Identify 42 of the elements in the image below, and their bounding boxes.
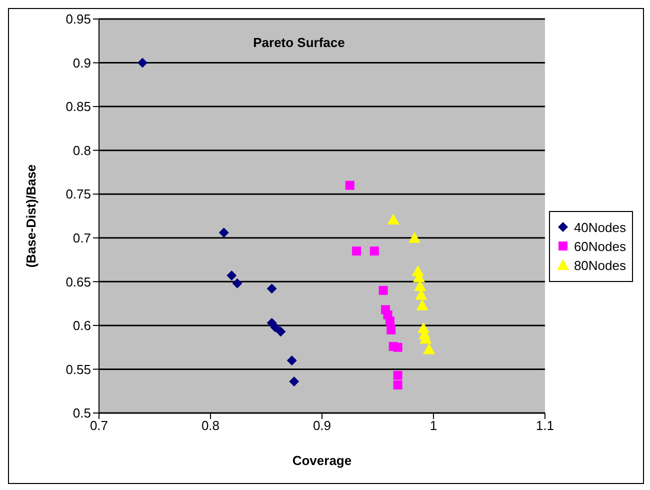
x-tick-label: 1.1	[536, 418, 554, 434]
point	[393, 370, 402, 380]
legend-label: 60Nodes	[574, 238, 626, 254]
point	[370, 246, 379, 256]
y-tick-label: 0.75	[66, 186, 91, 202]
y-tick-label: 0.55	[66, 362, 91, 377]
x-tick-label: 0.8	[201, 418, 220, 434]
y-tick-label: 0.85	[66, 99, 91, 114]
text: Pareto Surface	[253, 35, 345, 50]
point	[226, 270, 237, 281]
point	[286, 355, 297, 366]
y-tick-label: 0.9	[72, 55, 91, 70]
x-tick-label: 0.7	[90, 418, 108, 434]
x-tick-label: 1	[430, 418, 438, 434]
point	[232, 278, 242, 288]
x-tick-label: 0.9	[312, 418, 332, 434]
point	[218, 228, 229, 238]
y-axis-title: (Base-Dist)/Base	[24, 164, 39, 268]
point	[266, 284, 277, 294]
point	[378, 286, 388, 295]
legend-label: 40Nodes	[574, 220, 626, 234]
point	[137, 58, 148, 68]
y-tick-label: 0.6	[72, 318, 91, 334]
point	[345, 180, 354, 190]
point	[387, 214, 400, 224]
point	[352, 246, 362, 256]
y-tick-label: 0.5	[72, 406, 91, 421]
point	[276, 326, 286, 337]
point	[423, 343, 436, 354]
legend-label: 80Nodes	[574, 258, 626, 272]
point	[289, 376, 300, 386]
y-tick-label: 0.8	[72, 142, 91, 158]
x-axis-title: Coverage	[292, 453, 352, 468]
point	[270, 322, 280, 332]
y-tick-label: 0.95	[66, 12, 91, 27]
point	[393, 380, 402, 390]
point	[416, 299, 428, 310]
y-tick-label: 0.65	[66, 274, 91, 290]
point	[386, 325, 396, 334]
point	[408, 232, 421, 243]
y-tick-label: 0.7	[72, 230, 91, 246]
point	[393, 342, 402, 352]
